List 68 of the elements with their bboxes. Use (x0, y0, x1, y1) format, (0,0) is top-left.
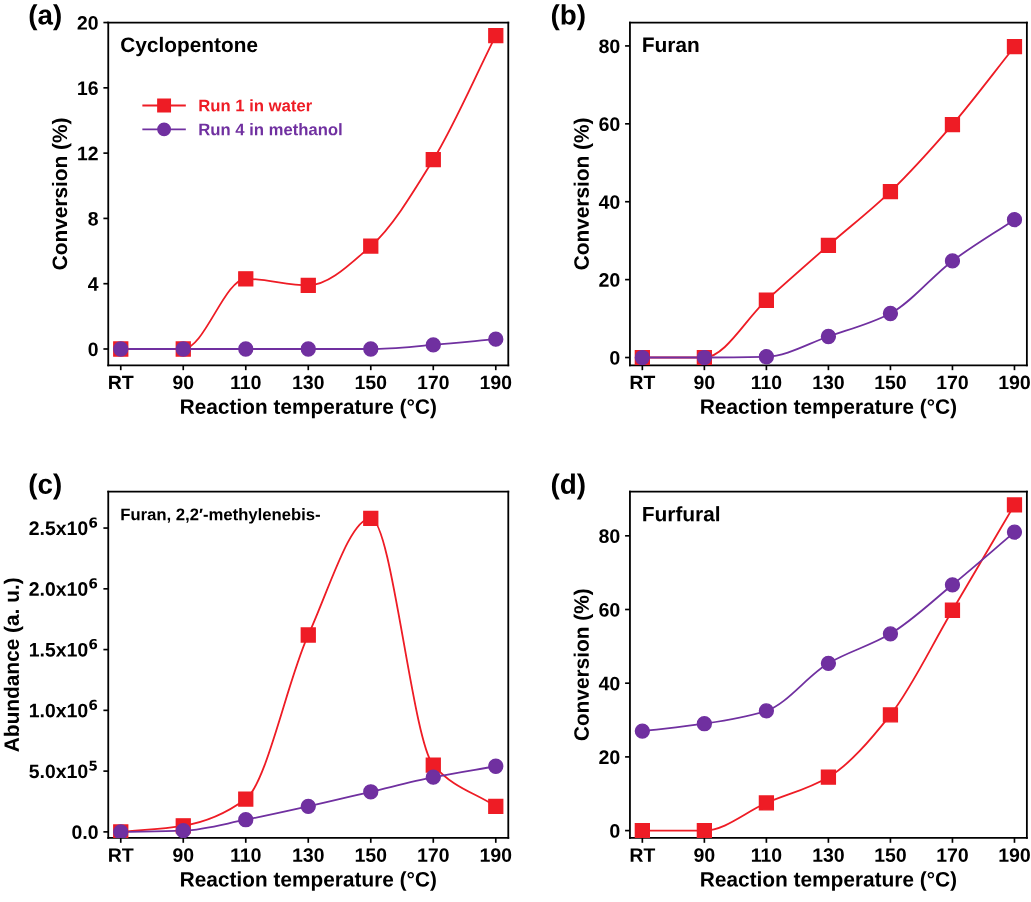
x-tick-label: 90 (173, 375, 194, 390)
y-tick-label: 0 (88, 342, 98, 357)
x-axis-title: Reaction temperature (°C) (701, 398, 956, 419)
x-tick-label: 90 (173, 848, 194, 862)
y-tick-label: 0.0 (72, 825, 98, 840)
y-tick-label: 4 (88, 277, 99, 291)
y-tick-label: 40 (598, 195, 620, 209)
x-tick-label: 130 (813, 848, 844, 862)
x-tick-label: 130 (293, 375, 324, 390)
x-tick-label: 150 (875, 375, 906, 390)
y-tick-label: 1.5x10$^{6}$ (29, 638, 98, 657)
x-tick-label: 130 (813, 375, 844, 390)
x-tick-label: 110 (751, 375, 782, 390)
chart-title: (a) (29, 4, 61, 31)
y-tick-label: 20 (77, 16, 98, 30)
x-tick-label: 110 (751, 848, 782, 862)
x-tick-label: 90 (694, 375, 715, 390)
y-tick-label: 16 (78, 81, 98, 96)
x-tick-label: 190 (480, 848, 512, 862)
y-tick-label: 2.0x10$^{6}$ (29, 578, 98, 596)
legend-label: Run 1 in water (199, 99, 312, 112)
y-tick-label: 5.0x10$^{5}$ (29, 760, 97, 779)
y-tick-label: 0 (610, 824, 620, 838)
x-tick-label: RT (630, 848, 656, 862)
x-tick-label: 170 (937, 375, 968, 390)
y-tick-label: 80 (599, 39, 620, 54)
y-tick-label: 8 (88, 211, 98, 226)
chart-title: (b) (551, 4, 585, 31)
y-tick-label: 0 (610, 350, 620, 365)
x-tick-label: 150 (875, 848, 906, 862)
y-axis-title: Abundance (a. u.) (3, 578, 24, 752)
x-tick-label: 170 (418, 375, 449, 390)
y-tick-label: 12 (78, 146, 98, 161)
x-axis-title: Reaction temperature (°C) (701, 871, 956, 891)
x-tick-label: 150 (355, 375, 387, 390)
y-tick-label: 60 (599, 602, 620, 617)
x-tick-label: RT (109, 375, 134, 390)
y-axis-title: Conversion (%) (51, 118, 72, 270)
annotation: Furan, 2,2′-methylenebis- (121, 508, 320, 524)
annotation: Furan (643, 37, 699, 53)
y-axis-title: Conversion (%) (573, 118, 594, 270)
x-tick-label: 170 (418, 848, 449, 862)
x-axis-title: Reaction temperature (°C) (181, 398, 436, 419)
x-tick-label: RT (630, 375, 656, 390)
x-tick-label: 110 (231, 848, 261, 862)
chart-title: (c) (29, 473, 61, 500)
y-tick-label: 60 (599, 117, 620, 132)
x-tick-label: 150 (355, 848, 387, 862)
x-tick-label: 190 (999, 848, 1030, 862)
legend-label: Run 4 in methanol (199, 123, 342, 136)
x-tick-label: 190 (999, 375, 1030, 390)
x-tick-label: RT (109, 848, 134, 862)
y-tick-label: 20 (599, 273, 620, 287)
x-tick-label: 170 (937, 848, 968, 862)
x-tick-label: 110 (231, 375, 261, 390)
y-axis-title: Conversion (%) (573, 589, 594, 741)
y-tick-label: 2.5x10$^{6}$ (29, 517, 98, 536)
y-tick-label: 80 (599, 529, 620, 544)
y-tick-label: 1.0x10$^{6}$ (29, 699, 98, 718)
x-tick-label: 130 (293, 848, 324, 862)
annotation: Cyclopentone (121, 36, 258, 57)
y-tick-label: 40 (598, 676, 620, 691)
y-tick-label: 20 (599, 750, 620, 765)
x-axis-title: Reaction temperature (°C) (181, 871, 436, 891)
chart-title: (d) (551, 473, 585, 500)
annotation: Furfural (643, 506, 720, 522)
x-tick-label: 190 (480, 375, 512, 390)
x-tick-label: 90 (694, 848, 715, 862)
